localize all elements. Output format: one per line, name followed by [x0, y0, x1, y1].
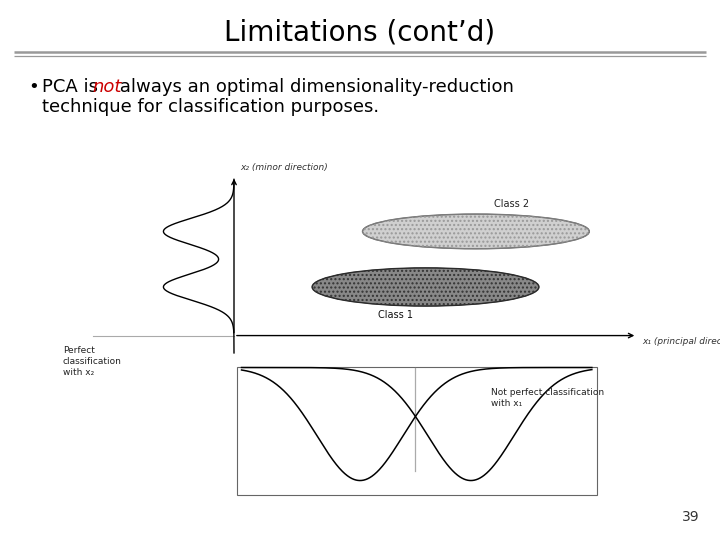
- Text: Class 2: Class 2: [494, 199, 528, 209]
- Ellipse shape: [312, 268, 539, 306]
- Text: technique for classification purposes.: technique for classification purposes.: [42, 98, 379, 116]
- Text: 39: 39: [683, 510, 700, 524]
- Text: always an optimal dimensionality-reduction: always an optimal dimensionality-reducti…: [114, 78, 514, 96]
- Text: not: not: [92, 78, 122, 96]
- Ellipse shape: [362, 214, 589, 249]
- Text: Not perfect classification
with x₁: Not perfect classification with x₁: [491, 388, 604, 408]
- Text: x₂ (minor direction): x₂ (minor direction): [240, 164, 328, 172]
- Text: x₁ (principal direction): x₁ (principal direction): [642, 338, 720, 346]
- Text: Limitations (cont’d): Limitations (cont’d): [225, 18, 495, 46]
- Bar: [236, 367, 597, 495]
- Text: Perfect
classification
with x₂: Perfect classification with x₂: [63, 346, 122, 377]
- Text: •: •: [28, 78, 39, 96]
- Text: Class 1: Class 1: [378, 309, 413, 320]
- Text: PCA is: PCA is: [42, 78, 104, 96]
